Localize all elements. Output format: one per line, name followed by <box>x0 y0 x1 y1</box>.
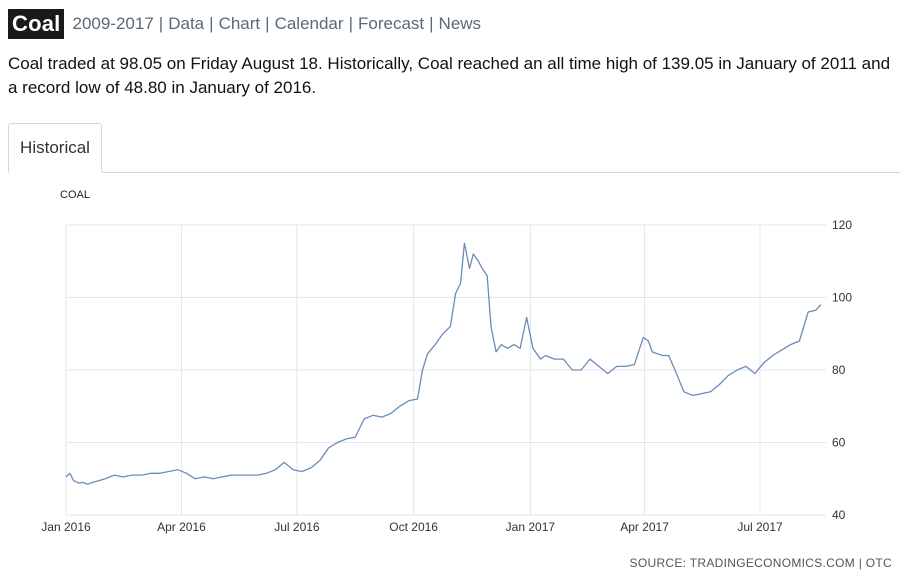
summary-text: Coal traded at 98.05 on Friday August 18… <box>8 54 891 97</box>
x-tick-label: Jan 2016 <box>41 520 91 534</box>
x-tick-label: Jul 2016 <box>274 520 320 534</box>
y-tick-label: 80 <box>832 363 846 377</box>
y-tick-label: 60 <box>832 436 846 450</box>
x-tick-label: Oct 2016 <box>389 520 438 534</box>
nav-separator: | <box>348 14 353 33</box>
nav-link-period[interactable]: 2009-2017 <box>72 14 154 33</box>
nav-link-data[interactable]: Data <box>168 14 205 33</box>
x-tick-label: Jul 2017 <box>737 520 783 534</box>
nav-separator: | <box>429 14 434 33</box>
tab-strip-divider <box>8 172 900 173</box>
page-header: Coal 2009-2017 | Data | Chart | Calendar… <box>8 9 481 39</box>
nav-separator: | <box>209 14 214 33</box>
x-tick-label: Apr 2017 <box>620 520 669 534</box>
section-nav: 2009-2017 | Data | Chart | Calendar | Fo… <box>72 14 481 34</box>
nav-link-news[interactable]: News <box>438 14 482 33</box>
y-tick-label: 100 <box>832 291 852 305</box>
x-tick-label: Jan 2017 <box>506 520 556 534</box>
nav-link-chart[interactable]: Chart <box>218 14 261 33</box>
series-label: COAL <box>60 189 90 201</box>
x-tick-label: Apr 2016 <box>157 520 206 534</box>
tab-historical[interactable]: Historical <box>8 123 102 173</box>
y-tick-label: 40 <box>832 508 846 522</box>
nav-separator: | <box>265 14 270 33</box>
page-title: Coal <box>8 9 65 39</box>
source-note: SOURCE: TRADINGECONOMICS.COM | OTC <box>629 556 892 570</box>
y-tick-label: 120 <box>832 218 852 232</box>
series-line-coal <box>65 242 822 485</box>
nav-separator: | <box>158 14 164 33</box>
nav-link-forecast[interactable]: Forecast <box>357 14 425 33</box>
nav-link-calendar[interactable]: Calendar <box>274 14 344 33</box>
